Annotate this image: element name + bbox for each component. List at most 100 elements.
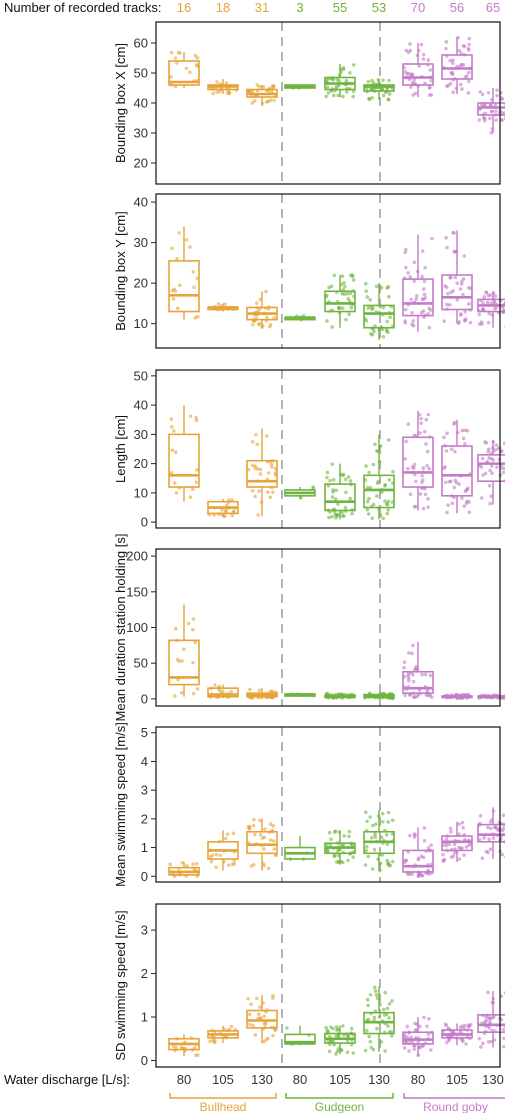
data-point xyxy=(423,492,428,497)
data-point xyxy=(351,1051,356,1055)
data-point xyxy=(485,300,490,305)
data-point xyxy=(403,307,408,312)
data-point xyxy=(405,1024,410,1029)
data-point xyxy=(268,822,273,826)
data-point xyxy=(174,491,179,495)
data-point xyxy=(179,1045,184,1050)
data-point xyxy=(467,843,471,848)
data-point xyxy=(257,688,262,693)
data-point xyxy=(488,103,493,107)
data-point xyxy=(445,431,449,436)
data-point xyxy=(442,857,447,862)
data-point xyxy=(330,325,335,329)
data-point xyxy=(333,512,337,517)
data-point xyxy=(452,485,457,490)
data-point xyxy=(364,289,369,293)
panel-frame xyxy=(155,369,501,529)
data-point xyxy=(450,501,455,506)
data-point xyxy=(252,817,256,822)
data-point xyxy=(172,287,176,292)
data-point xyxy=(426,497,430,501)
data-point xyxy=(246,824,251,829)
box-group xyxy=(168,50,200,89)
data-point xyxy=(419,421,423,426)
data-point xyxy=(258,1015,263,1020)
data-point xyxy=(488,468,492,473)
data-point xyxy=(346,297,351,301)
data-point xyxy=(342,834,346,838)
box-group xyxy=(168,860,200,878)
group-bracket xyxy=(169,1093,277,1099)
data-point xyxy=(493,294,498,298)
data-point xyxy=(444,235,448,240)
data-point xyxy=(344,90,349,94)
data-point xyxy=(404,439,408,444)
data-point xyxy=(451,854,456,858)
data-point xyxy=(382,1013,387,1017)
data-point xyxy=(425,688,430,693)
data-point xyxy=(464,845,469,849)
y-tick-label: 1 xyxy=(141,840,148,855)
data-point xyxy=(483,471,488,476)
data-point xyxy=(414,479,418,484)
data-point xyxy=(272,315,277,320)
y-tick-label: 20 xyxy=(134,456,148,471)
data-point xyxy=(491,836,496,840)
data-point xyxy=(422,1015,426,1020)
data-point xyxy=(369,87,373,91)
data-point xyxy=(416,857,421,862)
y-axis-label: Length [cm] xyxy=(113,415,128,483)
data-point xyxy=(330,514,334,519)
data-point xyxy=(249,864,253,868)
y-tick-label: 20 xyxy=(134,156,148,171)
data-point xyxy=(422,838,427,843)
y-tick-label: 50 xyxy=(134,656,148,671)
data-point xyxy=(385,1006,390,1011)
panel: 20 30 40 50 60 Bounding box X [cm] xyxy=(113,21,505,185)
data-point xyxy=(386,820,391,824)
data-point xyxy=(332,853,337,858)
data-point xyxy=(420,672,424,677)
group-label: Bullhead xyxy=(200,1100,247,1113)
data-point xyxy=(461,1039,465,1044)
data-point xyxy=(486,449,490,454)
data-point xyxy=(425,1024,429,1029)
data-point xyxy=(386,284,391,289)
y-tick-label: 50 xyxy=(134,368,148,383)
data-point xyxy=(254,996,259,1001)
data-point xyxy=(369,835,374,840)
data-point xyxy=(430,236,434,241)
data-point xyxy=(223,302,227,307)
data-point xyxy=(331,93,336,98)
box xyxy=(168,60,200,86)
data-point xyxy=(463,489,468,494)
data-point xyxy=(386,1024,390,1028)
data-point xyxy=(349,305,354,310)
data-point xyxy=(248,1022,252,1027)
box xyxy=(363,304,395,329)
y-tick-label: 100 xyxy=(126,620,148,635)
data-point xyxy=(460,496,464,500)
track-counts: 16 18 31 3 55 53 70 56 65 xyxy=(177,0,500,15)
box xyxy=(477,454,505,482)
data-point xyxy=(412,279,416,283)
data-point xyxy=(379,1040,384,1044)
data-point xyxy=(227,91,232,96)
box xyxy=(477,1014,505,1034)
track-count: 3 xyxy=(296,0,303,15)
data-point xyxy=(250,101,255,105)
discharge-level: 105 xyxy=(446,1072,468,1087)
box-group xyxy=(324,63,356,99)
data-point xyxy=(191,691,196,696)
data-point xyxy=(461,436,466,441)
data-point xyxy=(190,487,195,492)
data-point xyxy=(325,475,329,480)
group-label: Gudgeon xyxy=(315,1100,364,1113)
discharge-level: 105 xyxy=(329,1072,351,1087)
box-group xyxy=(477,88,505,135)
data-point xyxy=(268,322,273,327)
y-tick-label: 200 xyxy=(126,549,148,564)
box-group xyxy=(284,836,316,861)
data-point xyxy=(501,826,505,831)
box xyxy=(402,63,434,86)
